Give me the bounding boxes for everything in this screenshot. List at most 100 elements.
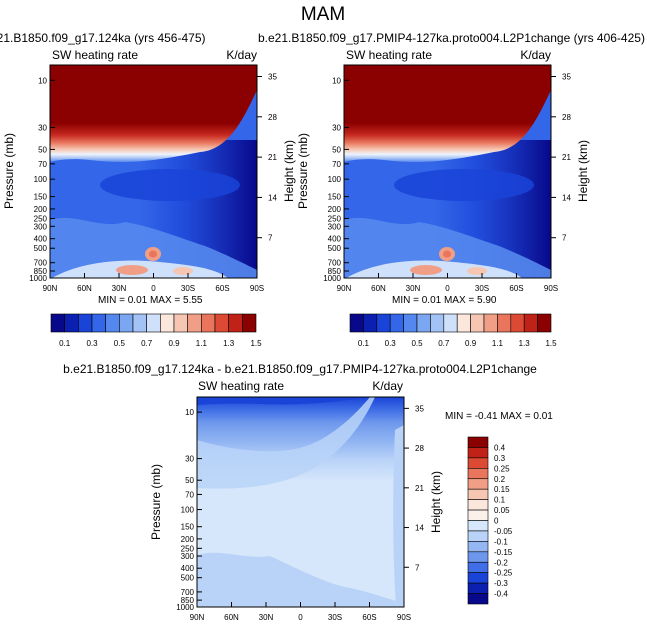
colorbar-swatch [523, 313, 538, 333]
colorbar-label: 0 [494, 517, 499, 526]
panel-1-midlevel-core [149, 250, 157, 258]
y-tick-label: 30 [185, 455, 194, 464]
x-tick-label: 90S [544, 284, 558, 293]
colorbar-label: -0.15 [494, 548, 513, 557]
colorbar-swatch [132, 313, 147, 333]
colorbar-swatch [105, 313, 120, 333]
colorbar-swatch [403, 313, 418, 333]
y2-tick-label: 28 [562, 113, 571, 122]
colorbar-swatch [201, 313, 216, 333]
colorbar-panel-2: 0.1 0.3 0.5 0.7 0.9 1.1 1.3 1.5 [349, 313, 557, 348]
colorbar-swatch [363, 313, 378, 333]
x-tick-label: 60N [224, 613, 239, 622]
y2-tick-label: 28 [415, 444, 424, 453]
figure-title: MAM [301, 4, 345, 25]
x-tick-label: 30N [259, 613, 274, 622]
colorbar-swatch [456, 313, 471, 333]
y-tick-label: 50 [332, 145, 341, 154]
panel-1-xticks: 90N 60N 30N 0 30S 60S 90S [43, 273, 264, 293]
colorbar-label: 0.05 [494, 506, 510, 515]
y-tick-label: 30 [38, 123, 47, 132]
panel-2-y2ticks: 35 28 21 14 7 [551, 73, 571, 243]
panel-1-field [49, 64, 258, 279]
colorbar-label: 0.9 [465, 339, 477, 348]
colorbar-label: 0.4 [494, 443, 506, 452]
y2-tick-label: 21 [562, 153, 571, 162]
colorbar-swatch [467, 593, 489, 605]
y-tick-label: 400 [34, 235, 48, 244]
x-tick-label: 30S [475, 284, 489, 293]
colorbar-label: 1.1 [196, 339, 208, 348]
panel-2-field [343, 64, 552, 279]
y-tick-label: 10 [38, 76, 47, 85]
y2-tick-label: 21 [415, 484, 424, 493]
colorbar-panel-1: 0.1 0.3 0.5 0.7 0.9 1.1 1.3 1.5 [50, 313, 262, 348]
panel-2-stats: MIN = 0.01 MAX = 5.90 [392, 295, 497, 306]
colorbar-swatch [467, 582, 489, 594]
colorbar-label: 0.3 [385, 339, 397, 348]
colorbar-label: 0.1 [494, 496, 506, 505]
colorbar-label: 0.2 [494, 475, 506, 484]
panel-2-y2label: Height (km) [576, 140, 590, 202]
y-tick-label: 300 [181, 552, 195, 561]
panel-1-surface-max-east [173, 267, 193, 275]
y-tick-label: 30 [332, 123, 341, 132]
colorbar-label: -0.4 [494, 590, 508, 599]
x-tick-label: 0 [445, 284, 450, 293]
y-tick-label: 50 [185, 476, 194, 485]
panel-1-ylabel: Pressure (mb) [2, 133, 16, 209]
colorbar-swatch [173, 313, 188, 333]
colorbar-swatch [430, 313, 445, 333]
colorbar-label: 0.5 [114, 339, 126, 348]
panel-1-title: b.e21.B1850.f09_g17.124ka (yrs 456-475) [0, 31, 206, 45]
y-tick-label: 850 [34, 267, 48, 276]
y2-tick-label: 14 [268, 193, 277, 202]
colorbar-label: 0.7 [438, 339, 450, 348]
colorbar-swatch [160, 313, 175, 333]
x-tick-label: 60S [509, 284, 523, 293]
x-tick-label: 90S [397, 613, 411, 622]
x-tick-label: 30S [328, 613, 342, 622]
y-tick-label: 70 [38, 160, 47, 169]
y-tick-label: 400 [328, 235, 342, 244]
panel-2-right-label: K/day [520, 48, 551, 62]
panel-1-surface-max-west [116, 265, 148, 275]
x-tick-label: 60S [362, 613, 376, 622]
colorbar-swatch [467, 530, 489, 542]
panel-3-top-dark-strip [197, 397, 370, 405]
colorbar-swatch [146, 313, 161, 333]
colorbar-swatch [349, 313, 364, 333]
x-tick-label: 30N [112, 284, 127, 293]
colorbar-swatch [78, 313, 93, 333]
y-tick-label: 100 [181, 506, 195, 515]
panel-2-warm-layer [344, 65, 551, 163]
colorbar-swatch [416, 313, 431, 333]
x-tick-label: 60N [77, 284, 92, 293]
colorbar-label: 0.3 [86, 339, 98, 348]
colorbar-swatch [187, 313, 202, 333]
panel-2-ylabel: Pressure (mb) [296, 133, 310, 209]
colorbar-swatch [467, 447, 489, 459]
colorbar-swatch [443, 313, 458, 333]
colorbar-swatch [467, 572, 489, 584]
y-tick-label: 150 [34, 193, 48, 202]
colorbar-swatch [497, 313, 512, 333]
colorbar-label: 1.5 [250, 339, 262, 348]
y2-tick-label: 28 [268, 113, 277, 122]
panel-1-midlevel-dark [100, 169, 240, 201]
panel-1-warm-layer [50, 65, 257, 163]
y-tick-label: 300 [34, 222, 48, 231]
colorbar-swatch [376, 313, 391, 333]
colorbar-label: -0.3 [494, 579, 508, 588]
colorbar-label: 0.3 [494, 454, 506, 463]
y-tick-label: 300 [328, 222, 342, 231]
colorbar-swatch [467, 436, 489, 448]
colorbar-swatch [467, 488, 489, 500]
colorbar-swatch [50, 313, 65, 333]
y-tick-label: 100 [328, 175, 342, 184]
colorbar-panel-3: 0.40.30.250.20.150.10.050-0.05-0.1-0.15-… [467, 436, 513, 605]
panel-3-left-label: SW heating rate [198, 379, 284, 393]
colorbar-label: -0.05 [494, 527, 513, 536]
panel-2-surface-max-west [410, 265, 442, 275]
